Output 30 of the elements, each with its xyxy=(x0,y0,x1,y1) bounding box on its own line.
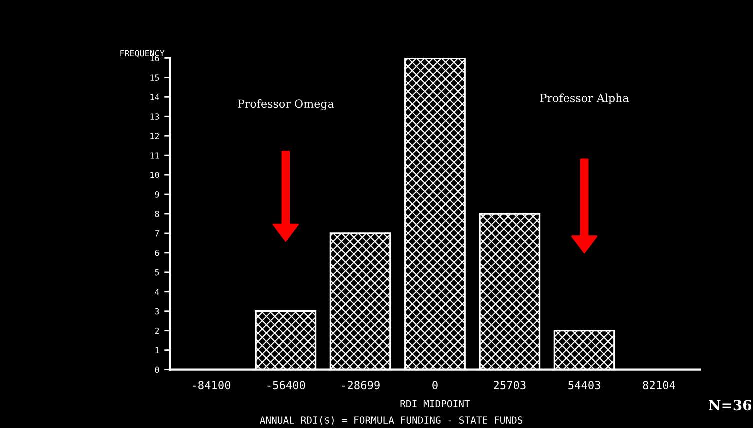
text: N=36 xyxy=(709,400,752,411)
y-tick-label: 6 xyxy=(155,250,160,256)
y-tick-label: 4 xyxy=(155,289,160,296)
y-axis-title: FREQUENCY xyxy=(120,50,165,58)
y-tick-label: 10 xyxy=(150,172,160,178)
y-tick-label: 14 xyxy=(150,94,160,100)
y-tick-label: 7 xyxy=(155,230,160,237)
x-tick-label: -28699 xyxy=(342,381,380,390)
annotation: Professor Omega xyxy=(238,99,334,110)
text: ANNUAL RDI($) = FORMULA FUNDING - STATE FUNDS xyxy=(260,416,523,426)
y-tick-label: 16 xyxy=(150,55,160,62)
y-tick-label: 12 xyxy=(150,133,160,140)
y-tick-label: 9 xyxy=(155,192,160,198)
x-axis-title: RDI MIDPOINT xyxy=(400,400,470,408)
y-tick-label: 13 xyxy=(150,114,160,120)
annotation: Professor Alpha xyxy=(540,94,630,104)
y-tick-label: 0 xyxy=(155,366,160,374)
y-tick-label: 3 xyxy=(155,308,160,315)
y-tick-label: 11 xyxy=(150,152,160,159)
y-tick-label: 1 xyxy=(156,347,160,354)
x-tick-label: -84100 xyxy=(193,381,231,390)
y-tick-label: 8 xyxy=(155,211,160,218)
x-tick-label: 0 xyxy=(432,381,438,390)
x-tick-label: 25703 xyxy=(494,381,526,390)
y-tick-label: 15 xyxy=(150,74,160,81)
y-tick-label: 5 xyxy=(155,270,160,276)
x-tick-label: 82104 xyxy=(643,381,676,390)
y-tick-label: 2 xyxy=(155,328,160,334)
x-tick-label: -56400 xyxy=(268,381,306,390)
x-tick-label: 54403 xyxy=(568,381,600,390)
